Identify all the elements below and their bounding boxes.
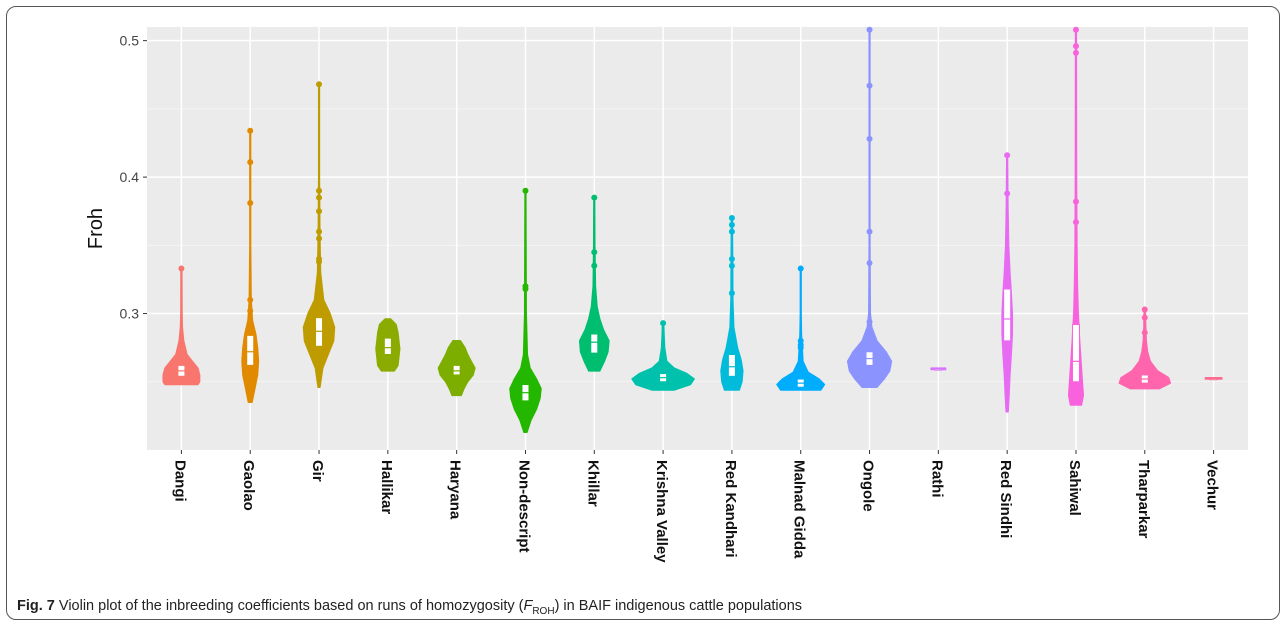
- outlier-point: [591, 249, 598, 256]
- outlier-point: [866, 82, 873, 89]
- caption-symbol-subscript: ROH: [532, 605, 555, 617]
- x-tick-label: Non-descript: [515, 460, 532, 553]
- x-tick-label: Haryana: [447, 460, 464, 520]
- box-iqr: [1003, 288, 1012, 342]
- outlier-point: [1072, 26, 1079, 33]
- outlier-point: [660, 320, 667, 327]
- x-tick-label: Malnad Gidda: [791, 460, 808, 559]
- box-iqr: [727, 353, 736, 377]
- outlier-point: [316, 81, 323, 88]
- outlier-point: [591, 194, 598, 201]
- x-tick-label: Red Kandhari: [722, 460, 739, 558]
- outlier-point: [797, 265, 804, 272]
- y-axis-label: Froh: [85, 208, 107, 249]
- outlier-point: [728, 228, 735, 235]
- outlier-point: [728, 262, 735, 269]
- outlier-point: [247, 159, 254, 166]
- outlier-point: [1072, 49, 1079, 56]
- outlier-point: [1141, 329, 1148, 336]
- outlier-point: [316, 187, 323, 194]
- outlier-point: [866, 26, 873, 33]
- x-tick-label: Rathi: [928, 460, 945, 498]
- outlier-point: [247, 200, 254, 207]
- outlier-point: [591, 262, 598, 269]
- outlier-point: [728, 221, 735, 228]
- outlier-point: [797, 344, 804, 351]
- x-tick-label: Hallikar: [378, 460, 395, 514]
- caption-text-after: ) in BAIF indigenous cattle populations: [554, 598, 803, 614]
- outlier-point: [247, 127, 254, 134]
- box-iqr: [246, 334, 255, 366]
- outlier-point: [866, 260, 873, 267]
- y-tick-label: 0.5: [120, 33, 140, 49]
- outlier-point: [1072, 43, 1079, 50]
- outlier-point: [728, 290, 735, 297]
- outlier-point: [1141, 314, 1148, 321]
- outlier-point: [728, 255, 735, 262]
- y-tick-label: 0.3: [120, 306, 140, 322]
- x-tick-label: Dangi: [171, 460, 188, 502]
- outlier-point: [316, 194, 323, 201]
- x-tick-label: Krishna Valley: [653, 460, 670, 563]
- outlier-point: [728, 215, 735, 222]
- figure-frame: [6, 6, 1280, 620]
- box-iqr: [315, 317, 324, 347]
- outlier-point: [247, 307, 254, 314]
- box-iqr: [383, 337, 392, 355]
- x-tick-label: Gir: [309, 460, 326, 482]
- x-tick-label: Sahiwal: [1066, 460, 1083, 516]
- box-iqr: [590, 333, 599, 354]
- box-iqr: [452, 364, 461, 376]
- outlier-point: [866, 318, 873, 325]
- x-tick-label: Gaolao: [240, 460, 257, 511]
- violin-chart: 0.3 0.4 0.5 Froh Dangi Gaolao Gir Hallikar Harya…: [85, 26, 1248, 563]
- box-iqr: [1071, 323, 1080, 383]
- outlier-point: [522, 285, 529, 292]
- outlier-point: [247, 296, 254, 303]
- outlier-point: [316, 303, 323, 310]
- outlier-point: [866, 228, 873, 235]
- outlier-point: [1004, 190, 1011, 197]
- outlier-point: [178, 265, 185, 272]
- caption-text-before: Violin plot of the inbreeding coefficien…: [58, 598, 524, 614]
- outlier-point: [1141, 306, 1148, 313]
- caption-label: Fig. 7: [17, 598, 55, 614]
- outlier-point: [866, 135, 873, 142]
- outlier-point: [316, 258, 323, 265]
- x-tick-label: Tharparkar: [1135, 460, 1152, 539]
- caption-symbol: FROH: [523, 598, 555, 617]
- outlier-point: [1004, 152, 1011, 159]
- outlier-point: [316, 208, 323, 215]
- x-tick-label: Ongole: [860, 460, 877, 512]
- outlier-point: [1072, 198, 1079, 205]
- outlier-point: [316, 235, 323, 242]
- outlier-point: [1072, 219, 1079, 226]
- outlier-point: [316, 296, 323, 303]
- x-tick-label: Vechur: [1204, 460, 1221, 510]
- figure-caption: Fig. 7 Violin plot of the inbreeding coe…: [17, 598, 802, 617]
- outlier-point: [522, 187, 529, 194]
- plot-panel: [147, 27, 1248, 450]
- y-tick-label: 0.4: [120, 169, 140, 185]
- x-tick-label: Khillar: [584, 460, 601, 507]
- x-tick-label: Red Sindhi: [997, 460, 1014, 538]
- outlier-point: [316, 228, 323, 235]
